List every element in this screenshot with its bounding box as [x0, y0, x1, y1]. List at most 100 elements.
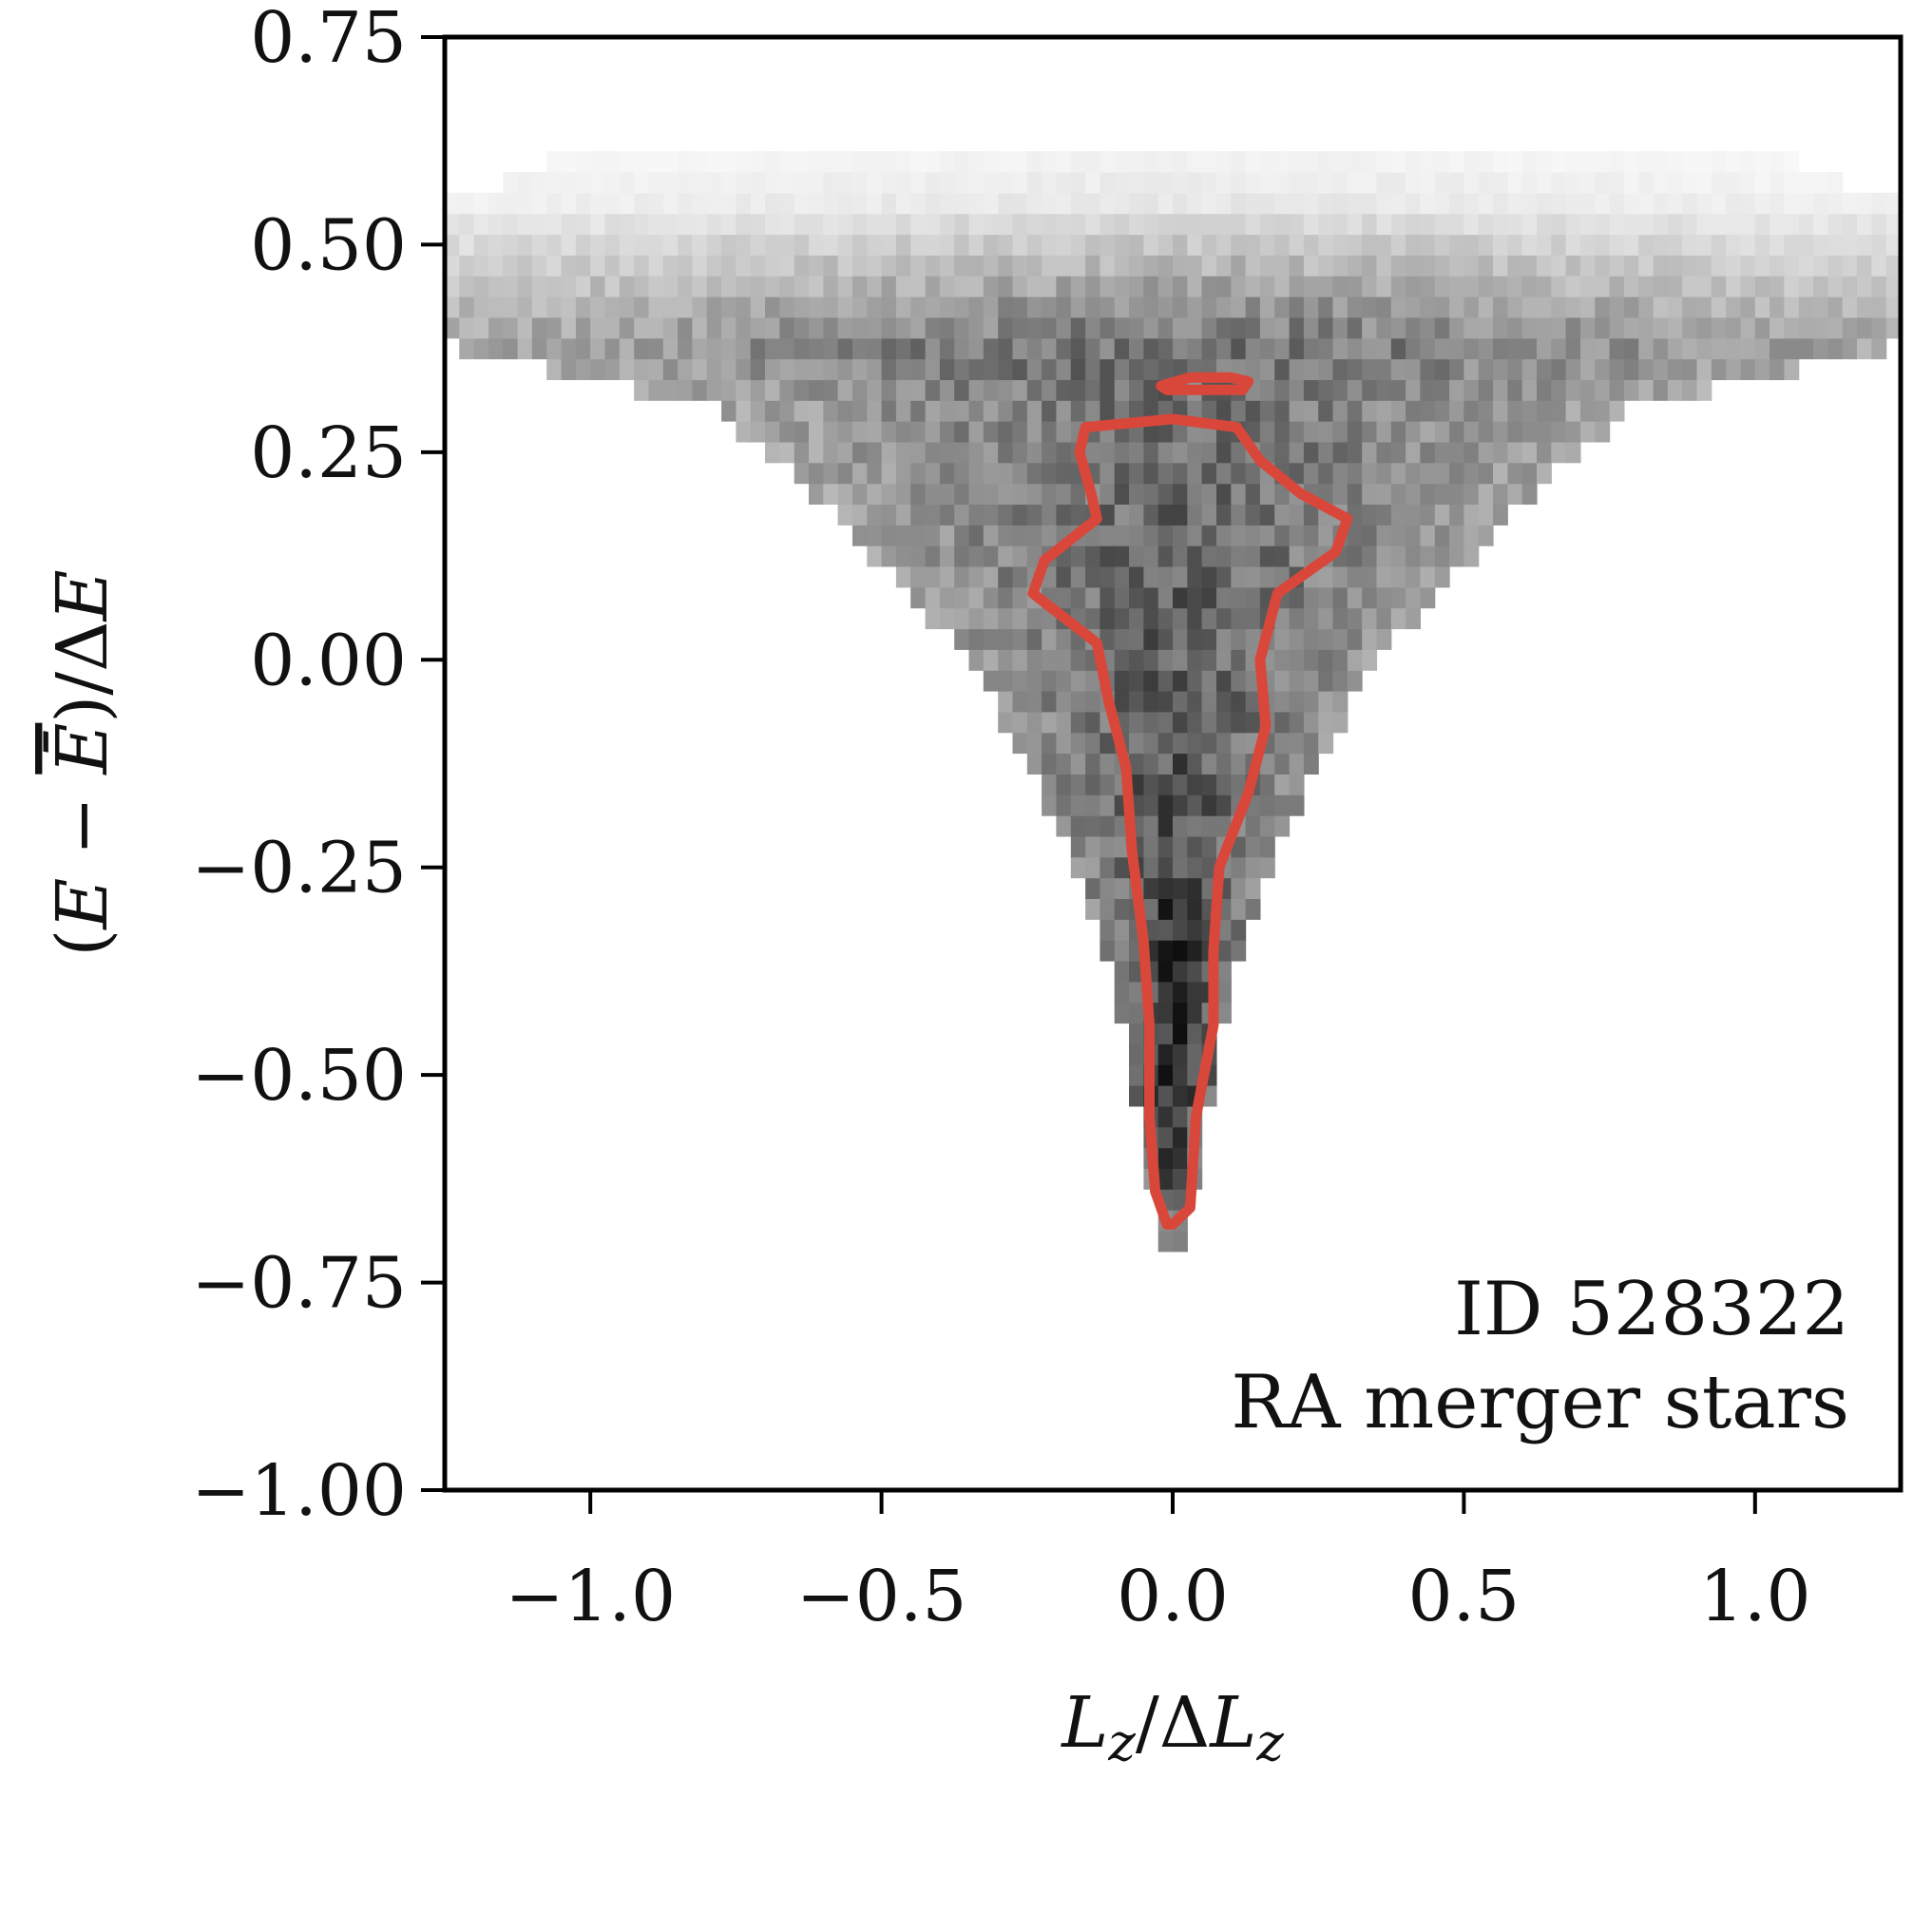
heatmap-cell — [1390, 462, 1406, 485]
heatmap-cell — [459, 234, 475, 256]
density-heatmap — [445, 151, 1902, 1253]
heatmap-cell — [619, 255, 635, 277]
heatmap-cell — [1347, 255, 1363, 277]
heatmap-cell — [1769, 337, 1785, 360]
heatmap-cell — [692, 296, 708, 318]
heatmap-cell — [1289, 525, 1305, 546]
heatmap-cell — [1726, 296, 1742, 318]
heatmap-cell — [1231, 670, 1247, 692]
heatmap-cell — [1406, 296, 1421, 318]
heatmap-cell — [794, 192, 810, 215]
heatmap-cell — [910, 213, 927, 236]
heatmap-cell — [1318, 566, 1334, 588]
heatmap-cell — [1507, 234, 1523, 256]
heatmap-cell — [1303, 255, 1319, 277]
heatmap-cell — [1157, 1105, 1174, 1128]
heatmap-cell — [1129, 1002, 1144, 1024]
heatmap-cell — [1157, 649, 1174, 671]
heatmap-cell — [1376, 421, 1392, 443]
heatmap-cell — [1463, 276, 1480, 297]
heatmap-cell — [1143, 441, 1159, 464]
heatmap-cell — [1769, 276, 1785, 297]
heatmap-cell — [1565, 441, 1581, 464]
heatmap-cell — [1129, 753, 1144, 775]
heatmap-cell — [1201, 151, 1217, 173]
heatmap-cell — [662, 213, 679, 236]
heatmap-cell — [1390, 234, 1406, 256]
heatmap-cell — [1478, 379, 1494, 401]
heatmap-cell — [1026, 670, 1043, 692]
heatmap-cell — [1390, 276, 1406, 297]
heatmap-cell — [1406, 172, 1421, 194]
heatmap-cell — [968, 400, 985, 422]
heatmap-cell — [1187, 711, 1203, 734]
heatmap-cell — [1726, 276, 1742, 297]
heatmap-cell — [648, 276, 664, 297]
heatmap-cell — [1173, 192, 1188, 215]
heatmap-cell — [939, 462, 955, 485]
heatmap-cell — [1129, 586, 1144, 609]
heatmap-cell — [1318, 213, 1334, 236]
heatmap-cell — [1303, 732, 1319, 755]
heatmap-cell — [1318, 337, 1334, 360]
heatmap-cell — [1493, 462, 1508, 485]
heatmap-cell — [1245, 835, 1261, 858]
heatmap-cell — [1026, 255, 1043, 277]
heatmap-cell — [1740, 316, 1756, 339]
heatmap-cell — [1478, 213, 1494, 236]
heatmap-cell — [1463, 400, 1480, 422]
heatmap-cell — [1085, 213, 1100, 236]
heatmap-cell — [794, 379, 810, 401]
heatmap-cell — [1173, 1085, 1188, 1107]
heatmap-cell — [1026, 172, 1043, 194]
heatmap-cell — [837, 151, 853, 173]
heatmap-cell — [1623, 192, 1639, 215]
heatmap-cell — [1187, 877, 1203, 899]
x-tick-label: 1.0 — [1699, 1556, 1811, 1637]
heatmap-cell — [1143, 358, 1159, 380]
heatmap-cell — [1595, 316, 1611, 339]
heatmap-cell — [1173, 670, 1188, 692]
heatmap-cell — [1070, 379, 1086, 401]
heatmap-cell — [1187, 774, 1203, 795]
heatmap-cell — [1420, 337, 1436, 360]
heatmap-cell — [1551, 296, 1567, 318]
heatmap-cell — [1129, 358, 1144, 380]
heatmap-cell — [867, 213, 883, 236]
heatmap-cell — [1521, 358, 1538, 380]
heatmap-cell — [910, 566, 927, 588]
heatmap-cell — [1449, 316, 1464, 339]
heatmap-cell — [1173, 898, 1188, 920]
heatmap-cell — [1201, 732, 1217, 755]
heatmap-cell — [867, 234, 883, 256]
heatmap-cell — [531, 316, 547, 339]
heatmap-cell — [1026, 462, 1043, 485]
heatmap-cell — [954, 421, 970, 443]
heatmap-cell — [1026, 525, 1043, 546]
heatmap-cell — [895, 400, 911, 422]
heatmap-cell — [1259, 421, 1275, 443]
heatmap-cell — [837, 483, 853, 505]
heatmap-cell — [867, 296, 883, 318]
heatmap-cell — [1769, 316, 1785, 339]
heatmap-cell — [1303, 421, 1319, 443]
heatmap-cell — [1201, 441, 1217, 464]
heatmap-cell — [1420, 586, 1436, 609]
heatmap-cell — [1173, 1023, 1188, 1044]
heatmap-cell — [809, 296, 824, 318]
heatmap-cell — [1580, 316, 1596, 339]
heatmap-cell — [1216, 337, 1232, 360]
heatmap-cell — [1114, 379, 1130, 401]
heatmap-cell — [1493, 379, 1508, 401]
heatmap-cell — [1754, 358, 1770, 380]
heatmap-cell — [1551, 421, 1567, 443]
heatmap-cell — [968, 255, 985, 277]
heatmap-cell — [895, 525, 911, 546]
heatmap-cell — [998, 483, 1014, 505]
heatmap-cell — [1609, 151, 1625, 173]
heatmap-cell — [1100, 462, 1116, 485]
heatmap-cell — [1143, 172, 1159, 194]
heatmap-cell — [837, 462, 853, 485]
heatmap-cell — [1070, 255, 1086, 277]
heatmap-cell — [1070, 545, 1086, 567]
